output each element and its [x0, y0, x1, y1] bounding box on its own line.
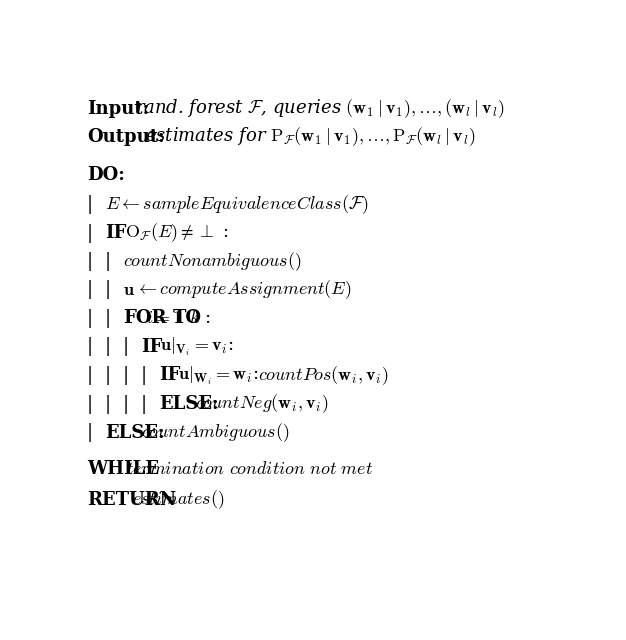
Text: $k$ :: $k$ : [189, 309, 210, 327]
Text: FOR: FOR [123, 309, 167, 327]
Text: |: | [87, 252, 93, 271]
Text: |: | [87, 308, 93, 328]
Text: RETURN: RETURN [87, 491, 177, 509]
Text: ELSE:: ELSE: [105, 424, 165, 442]
Text: WHILE: WHILE [87, 460, 159, 477]
Text: $E \leftarrow \mathit{sampleEquivalenceClass}(\mathcal{F})$: $E \leftarrow \mathit{sampleEquivalenceC… [105, 193, 368, 216]
Text: IF: IF [159, 367, 180, 385]
Text: $\mathbf{u}$: $\mathbf{u}$ [123, 281, 135, 299]
Text: |: | [105, 337, 111, 356]
Text: ELSE:: ELSE: [159, 395, 218, 413]
Text: |: | [87, 337, 93, 356]
Text: $\mathbf{u}|_{\mathbf{W}_i} = \mathbf{w}_i$:: $\mathbf{u}|_{\mathbf{W}_i} = \mathbf{w}… [178, 364, 258, 387]
Text: rand. forest $\mathcal{F}$, queries $(\mathbf{w}_1 \mid \mathbf{v}_1),\ldots,(\m: rand. forest $\mathcal{F}$, queries $(\m… [135, 97, 505, 120]
Text: $\leftarrow \mathit{computeAssignment}(E)$: $\leftarrow \mathit{computeAssignment}(E… [135, 278, 352, 301]
Text: |: | [87, 423, 93, 442]
Text: IF: IF [105, 224, 126, 242]
Text: Input:: Input: [87, 100, 149, 118]
Text: |: | [105, 394, 111, 413]
Text: Output:: Output: [87, 128, 165, 146]
Text: $\mathit{countNonambiguous}()$: $\mathit{countNonambiguous}()$ [123, 250, 301, 273]
Text: $\mathbf{u}|_{\mathbf{V}_i} = \mathbf{v}_i$:: $\mathbf{u}|_{\mathbf{V}_i} = \mathbf{v}… [160, 336, 233, 358]
Text: DO:: DO: [87, 166, 125, 184]
Text: |: | [105, 308, 111, 328]
Text: $\mathit{estimates}()$: $\mathit{estimates}()$ [131, 488, 224, 511]
Text: |: | [87, 280, 93, 299]
Text: $i = 1$: $i = 1$ [146, 309, 182, 327]
Text: |: | [105, 280, 111, 299]
Text: |: | [87, 223, 93, 243]
Text: |: | [123, 394, 129, 413]
Text: |: | [105, 252, 111, 271]
Text: |: | [141, 366, 147, 385]
Text: $\mathit{countPos}(\mathbf{w}_i, \mathbf{v}_i)$: $\mathit{countPos}(\mathbf{w}_i, \mathbf… [258, 364, 388, 387]
Text: estimates for $\mathrm{P}_{\mathcal{F}}(\mathbf{w}_1 \mid \mathbf{v}_1),\ldots,\: estimates for $\mathrm{P}_{\mathcal{F}}(… [145, 125, 476, 148]
Text: |: | [123, 337, 129, 356]
Text: IF: IF [141, 338, 162, 356]
Text: |: | [87, 394, 93, 413]
Text: TO: TO [172, 309, 202, 327]
Text: $\mathit{countNeg}(\mathbf{w}_i, \mathbf{v}_i)$: $\mathit{countNeg}(\mathbf{w}_i, \mathbf… [195, 393, 328, 415]
Text: |: | [87, 366, 93, 385]
Text: |: | [141, 394, 147, 413]
Text: $\mathit{countAmbiguous}()$: $\mathit{countAmbiguous}()$ [141, 421, 290, 444]
Text: $\mathrm{O}_{\mathcal{F}}(E) \neq \bot$ :: $\mathrm{O}_{\mathcal{F}}(E) \neq \bot$ … [125, 221, 228, 244]
Text: |: | [123, 366, 129, 385]
Text: $\mathit{termination\ condition\ not\ met}$: $\mathit{termination\ condition\ not\ me… [126, 460, 373, 477]
Text: |: | [87, 195, 93, 214]
Text: |: | [105, 366, 111, 385]
